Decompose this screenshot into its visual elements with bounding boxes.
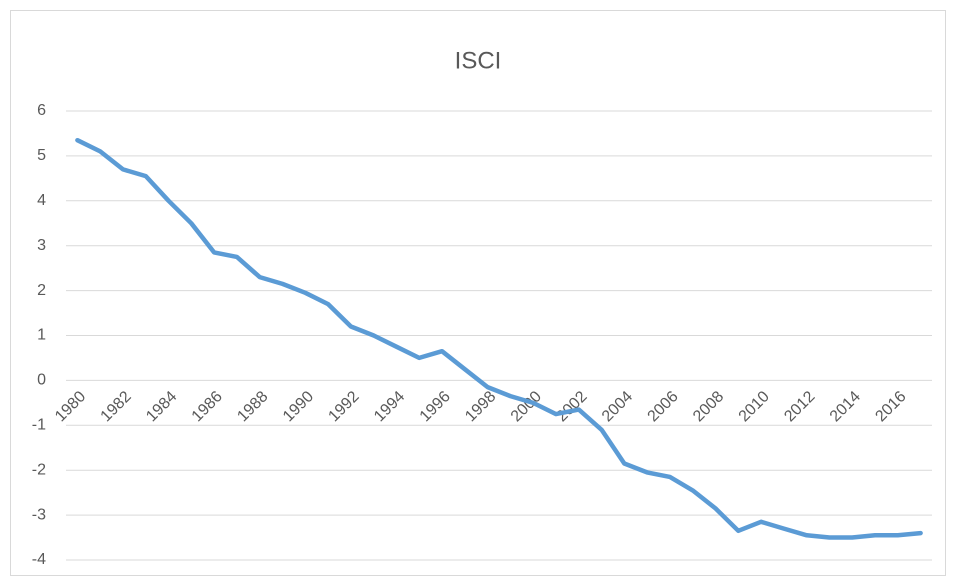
y-tick-label: 6 <box>37 102 46 119</box>
chart-border <box>10 10 946 576</box>
y-tick-label: 4 <box>37 192 46 209</box>
y-tick-label: 2 <box>37 282 46 299</box>
y-tick-label: 0 <box>37 372 46 389</box>
y-tick-label: 3 <box>37 237 46 254</box>
y-tick-label: 5 <box>37 147 46 164</box>
data-line <box>75 137 923 540</box>
y-tick-label: -2 <box>32 461 46 478</box>
y-tick-label: -1 <box>32 417 46 434</box>
y-tick-label: -3 <box>32 506 46 523</box>
y-tick-label: 1 <box>37 327 46 344</box>
y-tick-label: -4 <box>32 551 46 568</box>
chart-title: ISCI <box>455 47 502 74</box>
